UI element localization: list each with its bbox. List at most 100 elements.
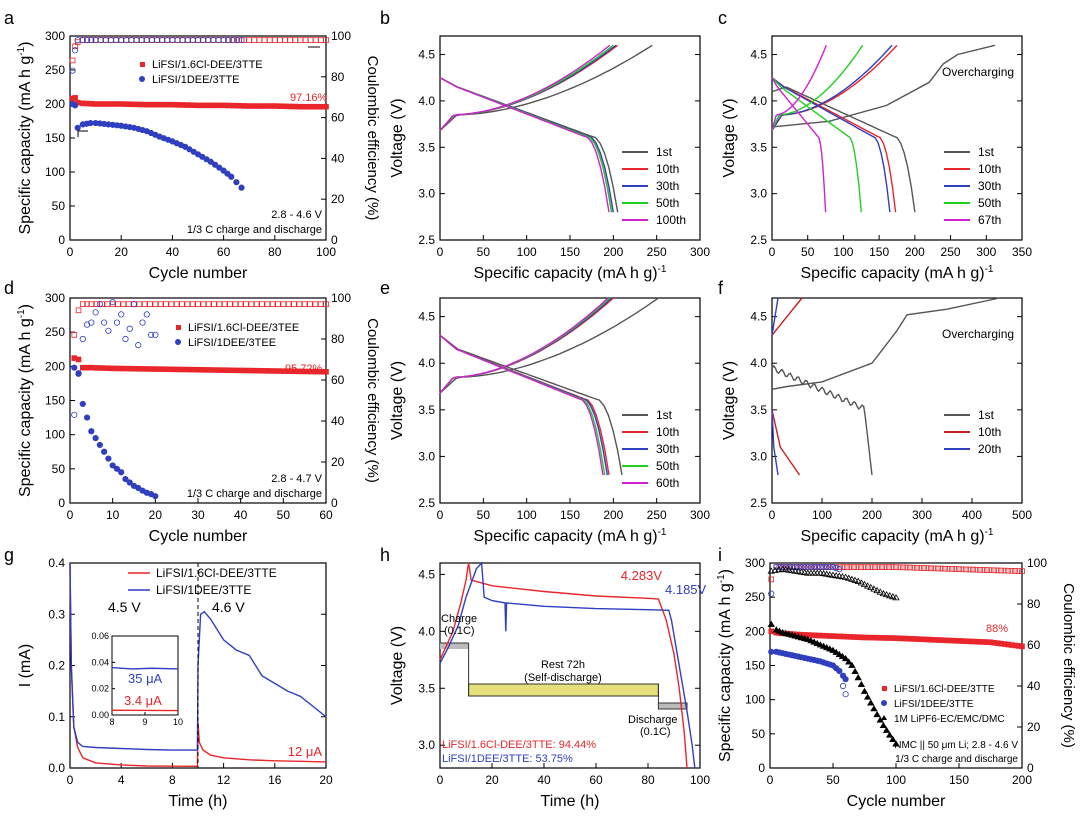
y-axis-label: Voltage (V) bbox=[721, 361, 738, 440]
data-point bbox=[280, 368, 287, 374]
x-tick-label: 0 bbox=[437, 508, 444, 522]
legend-label: 1st bbox=[656, 408, 673, 422]
data-point bbox=[323, 368, 329, 375]
data-point bbox=[210, 102, 217, 109]
data-point bbox=[72, 95, 78, 101]
x-tick-label: 400 bbox=[962, 508, 982, 522]
data-point bbox=[851, 564, 857, 570]
y-tick-label: 3.0 bbox=[750, 187, 767, 201]
data-point bbox=[963, 566, 969, 573]
x-tick-label: 350 bbox=[1012, 245, 1032, 259]
data-point bbox=[251, 103, 258, 109]
legend-label: LiFSI/1.6Cl-DEE/3TTE bbox=[894, 684, 995, 695]
x-tick-label: 300 bbox=[912, 508, 932, 522]
data-point bbox=[99, 301, 105, 307]
data-point bbox=[973, 566, 980, 573]
data-point bbox=[264, 368, 271, 374]
data-point bbox=[168, 366, 175, 373]
rest-bar bbox=[468, 683, 659, 697]
data-point bbox=[200, 367, 207, 373]
data-point bbox=[118, 469, 125, 476]
data-point bbox=[169, 36, 176, 44]
data-point bbox=[259, 301, 265, 307]
data-point bbox=[143, 36, 150, 44]
data-point bbox=[910, 564, 917, 571]
y-axis-label: Specific capacity (mA h g-1) bbox=[716, 569, 734, 762]
y-tick-label: 3.5 bbox=[418, 140, 435, 154]
data-point bbox=[148, 36, 156, 44]
data-point bbox=[256, 37, 263, 43]
data-point bbox=[266, 103, 273, 109]
y2-axis-label: Coulombic efficiency (%) bbox=[1060, 583, 1077, 748]
x-axis-label: Cycle number bbox=[847, 793, 946, 810]
y-tick-label: 4.5 bbox=[418, 567, 435, 581]
data-point bbox=[879, 721, 888, 729]
annotation: NMC || 50 μm Li; 2.8 - 4.6 V bbox=[894, 740, 1018, 751]
data-point bbox=[285, 368, 292, 375]
inset-y-tick-label: 0.02 bbox=[91, 684, 109, 694]
data-point bbox=[74, 124, 81, 131]
panel-letter: h bbox=[380, 545, 390, 565]
legend-label: LiFSI/1DEE/3TTE bbox=[894, 699, 974, 710]
panel-letter: g bbox=[4, 545, 14, 565]
data-point bbox=[143, 101, 150, 108]
data-point bbox=[292, 103, 299, 110]
data-point bbox=[826, 563, 833, 571]
x-tick-label: 150 bbox=[560, 508, 580, 522]
y-tick-label: 250 bbox=[745, 590, 765, 604]
inset-curve-blue bbox=[111, 666, 179, 670]
data-point bbox=[266, 37, 273, 43]
annotation: 2.8 - 4.6 V bbox=[271, 209, 322, 221]
data-point bbox=[312, 103, 319, 110]
x-tick-label: 40 bbox=[234, 508, 248, 522]
data-point bbox=[873, 710, 881, 718]
data-point bbox=[120, 365, 127, 372]
data-point bbox=[792, 563, 799, 571]
annotation: Discharge bbox=[628, 714, 678, 726]
y-axis-label: Voltage (V) bbox=[721, 98, 738, 177]
y-tick-label: 3.5 bbox=[418, 403, 435, 417]
x-tick-label: 40 bbox=[166, 245, 180, 259]
data-point bbox=[861, 564, 868, 570]
data-point bbox=[885, 592, 894, 599]
data-point bbox=[889, 564, 896, 570]
data-point bbox=[296, 368, 303, 375]
data-point bbox=[149, 101, 155, 108]
data-point bbox=[928, 565, 934, 572]
superscript: -1 bbox=[658, 264, 667, 275]
data-point bbox=[79, 36, 86, 44]
legend-label: 10th bbox=[656, 425, 679, 439]
data-point bbox=[118, 36, 125, 44]
data-point bbox=[113, 465, 121, 472]
x-tick-label: 0 bbox=[437, 773, 444, 787]
data-point bbox=[120, 301, 127, 307]
panel-letter: e bbox=[380, 278, 390, 298]
data-point bbox=[845, 658, 853, 665]
panel-letter: i bbox=[718, 545, 722, 565]
data-point bbox=[104, 365, 111, 372]
data-point bbox=[768, 590, 775, 597]
data-point bbox=[237, 367, 244, 374]
y-tick-label: 2.5 bbox=[418, 496, 435, 510]
data-point bbox=[109, 301, 116, 307]
curve-10th-charge bbox=[439, 297, 614, 394]
y2-tick-label: 80 bbox=[1027, 597, 1041, 611]
data-point bbox=[128, 101, 135, 108]
y2-tick-label: 40 bbox=[331, 151, 345, 165]
data-point bbox=[868, 564, 875, 570]
data-point bbox=[157, 301, 164, 307]
plot-frame bbox=[439, 562, 701, 769]
y-tick-label: 50 bbox=[52, 199, 66, 213]
data-point bbox=[291, 368, 297, 375]
data-point bbox=[865, 564, 871, 570]
data-point bbox=[942, 565, 948, 572]
inset-frame bbox=[111, 635, 179, 716]
y2-tick-label: 80 bbox=[331, 332, 345, 346]
data-point bbox=[228, 173, 235, 180]
panel-a: 0 20 40 60 80 1000501001502002503000204060801… bbox=[4, 8, 381, 282]
annotation: 3.4 μA bbox=[124, 693, 162, 708]
data-point bbox=[97, 36, 104, 44]
curve-LiFSI/1.6Cl-DEE/3TTE bbox=[439, 562, 688, 769]
legend-marker bbox=[882, 686, 887, 691]
annotation: 2.8 - 4.7 V bbox=[271, 473, 322, 485]
